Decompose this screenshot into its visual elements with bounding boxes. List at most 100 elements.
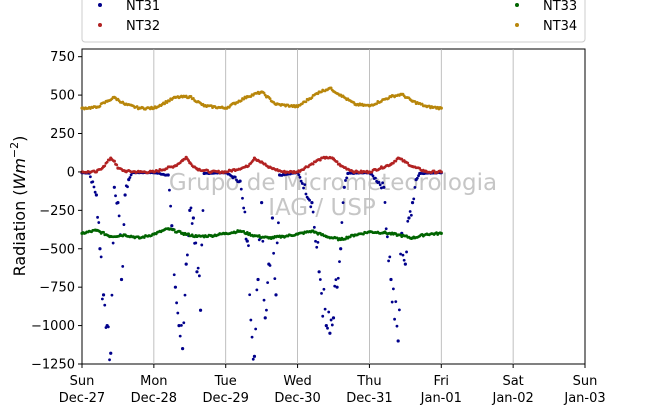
data-point	[333, 284, 337, 288]
series-NT34	[80, 86, 443, 111]
data-point	[328, 331, 332, 335]
data-point	[176, 311, 180, 315]
data-point	[383, 201, 387, 204]
data-point	[316, 240, 320, 244]
legend: NT31 NT32 NT33 NT34	[98, 0, 577, 34]
x-tick-date: Dec-29	[203, 391, 249, 406]
grid-lines	[153, 49, 514, 364]
data-point	[400, 157, 404, 161]
x-tick-date: Jan-01	[420, 391, 462, 406]
data-point	[406, 219, 410, 223]
data-point	[321, 314, 325, 318]
y-tick-label: −1250	[31, 358, 75, 373]
data-point	[121, 264, 125, 268]
legend-label: NT31	[126, 0, 160, 14]
data-point	[263, 316, 267, 320]
data-point	[178, 334, 182, 338]
data-point	[250, 335, 254, 339]
data-point	[96, 215, 99, 219]
data-point	[245, 239, 249, 243]
watermark-line1: Grupo de Micrometeorologia	[169, 170, 497, 196]
data-point	[335, 236, 339, 240]
data-point	[336, 276, 340, 280]
data-point	[403, 262, 407, 266]
data-point	[109, 351, 113, 355]
data-point	[330, 323, 334, 327]
data-point	[413, 100, 417, 103]
data-point	[396, 339, 400, 343]
data-point	[189, 206, 193, 210]
data-point	[168, 188, 171, 192]
data-point	[340, 221, 344, 224]
data-point	[312, 225, 316, 229]
data-point	[247, 244, 250, 248]
data-point	[394, 159, 398, 163]
data-point	[304, 100, 308, 104]
data-point	[299, 179, 303, 183]
data-point	[261, 239, 265, 243]
data-point	[384, 227, 388, 231]
y-tick-label: −1000	[31, 319, 75, 334]
data-point	[93, 190, 97, 194]
data-point	[166, 173, 170, 177]
data-point	[98, 247, 102, 251]
data-point	[242, 206, 246, 210]
data-point	[273, 277, 277, 281]
data-point	[331, 316, 336, 320]
data-point	[105, 160, 109, 164]
series-layer	[80, 86, 443, 362]
data-point	[185, 253, 189, 257]
x-axis-ticks: Sun Dec-27 Mon Dec-28 Tue Dec-29 Wed Dec-30 Thu D…	[59, 364, 606, 406]
data-point	[432, 169, 436, 173]
data-point	[406, 161, 410, 165]
data-point	[344, 179, 347, 182]
data-point	[401, 253, 405, 257]
data-point	[248, 293, 252, 297]
data-point	[298, 175, 302, 179]
legend-box	[81, 0, 586, 43]
data-point	[338, 260, 341, 264]
data-point	[395, 324, 399, 328]
data-point	[318, 278, 322, 281]
data-point	[172, 273, 176, 277]
data-point	[191, 216, 195, 220]
legend-label: NT33	[543, 0, 577, 14]
data-point	[98, 104, 102, 108]
data-point	[197, 274, 201, 278]
data-point	[371, 174, 375, 178]
y-tick-label: 0	[67, 165, 75, 180]
data-point	[409, 213, 413, 217]
data-point	[389, 277, 393, 282]
data-point	[177, 323, 181, 328]
data-point	[254, 327, 258, 331]
data-point	[102, 230, 105, 234]
data-point	[108, 358, 111, 362]
data-point	[342, 185, 346, 189]
watermark-line2: IAG / USP	[268, 195, 376, 221]
data-point	[385, 235, 389, 239]
legend-marker	[515, 3, 519, 7]
data-point	[329, 86, 333, 90]
y-tick-label: 750	[50, 50, 75, 65]
data-point	[256, 277, 260, 282]
data-point	[329, 318, 333, 322]
y-tick-label: −250	[39, 204, 75, 219]
data-point	[180, 323, 183, 327]
data-point	[322, 287, 326, 291]
data-point	[112, 159, 116, 163]
data-point	[106, 325, 110, 329]
data-point	[97, 221, 101, 224]
data-point	[439, 231, 443, 235]
x-tick-day: Wed	[283, 374, 311, 389]
data-point	[381, 181, 384, 185]
data-point	[326, 326, 329, 330]
data-point	[119, 277, 124, 282]
series-NT32	[80, 155, 443, 175]
y-axis-label: Radiation (Wm−2)	[8, 136, 29, 277]
data-point	[266, 281, 270, 284]
data-point	[405, 250, 408, 254]
x-tick-day: Fri	[434, 374, 450, 389]
legend-label: NT32	[126, 19, 160, 34]
data-point	[194, 241, 198, 245]
